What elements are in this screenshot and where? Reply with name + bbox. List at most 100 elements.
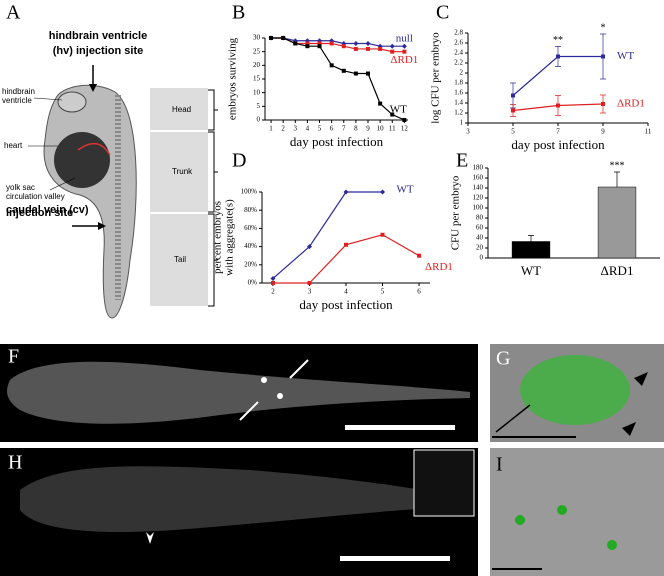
fish-h — [20, 466, 470, 533]
significance: * — [601, 22, 606, 33]
point — [270, 281, 275, 285]
significance: ** — [553, 35, 563, 46]
fish-f — [7, 361, 471, 424]
scale-bar — [492, 436, 576, 438]
y-tick-label: 100 — [473, 204, 484, 212]
point — [353, 71, 358, 76]
y-axis-label: embryos surviving — [227, 37, 239, 120]
y-tick-label: 100% — [241, 188, 258, 196]
hv-label: hindbrain — [2, 87, 35, 96]
x-tick-label: 6 — [330, 125, 334, 133]
y-tick-label: 20% — [244, 260, 257, 268]
x-tick-label: 10 — [377, 125, 385, 133]
y-tick-label: 0 — [480, 254, 484, 262]
x-tick-label: 4 — [306, 125, 310, 133]
y-tick-label: 2.4 — [454, 49, 463, 57]
x-tick-label: 8 — [354, 125, 358, 133]
arrowhead — [146, 532, 154, 544]
cv-site: caudal vein (cv) — [6, 204, 89, 216]
pointer — [49, 177, 76, 191]
x-tick-label: 6 — [417, 288, 421, 296]
series-label: WT — [617, 50, 634, 62]
y-tick-label: 40% — [244, 242, 257, 250]
y-tick-label: 2.2 — [454, 59, 463, 67]
point — [380, 189, 386, 195]
yolk-label: yolk sac — [6, 183, 35, 192]
x-axis-label: day post infection — [299, 297, 393, 312]
point — [317, 41, 322, 46]
series-label: WT — [397, 184, 414, 196]
x-tick-label: 11 — [389, 125, 396, 133]
x-tick-label: 5 — [511, 128, 515, 136]
point — [556, 54, 560, 59]
point — [402, 49, 407, 54]
green-blob — [520, 355, 630, 425]
inset — [413, 449, 475, 517]
y-axis-label: CFU per embryo — [450, 175, 462, 250]
point — [378, 101, 383, 106]
brace — [208, 131, 218, 213]
point — [293, 41, 298, 46]
x-tick-label: ΔRD1 — [601, 263, 634, 278]
y-tick-label: 30 — [253, 34, 261, 42]
bar — [511, 241, 551, 259]
head-band — [150, 88, 208, 130]
point — [305, 44, 310, 49]
y-tick-label: 1.2 — [454, 109, 463, 117]
point — [390, 112, 395, 117]
point — [390, 49, 395, 54]
y-tick-label: 25 — [253, 47, 261, 55]
series-label: ΔRD1 — [390, 54, 418, 66]
point — [366, 46, 371, 51]
embryo-body — [43, 84, 137, 319]
x-tick-label: 3 — [294, 125, 298, 133]
x-axis-label: day post infection — [290, 134, 384, 149]
y-axis-label: log CFU per embryo — [430, 32, 442, 124]
pointer — [33, 97, 63, 101]
y-tick-label: 180 — [473, 164, 484, 172]
x-tick-label: 11 — [645, 128, 652, 136]
error-bar — [528, 235, 534, 242]
point — [511, 108, 515, 113]
point — [365, 40, 371, 46]
y-tick-label: 2 — [460, 69, 464, 77]
diagram-a: hindbrain ventricle (hv) injection site … — [2, 30, 218, 319]
point — [380, 232, 385, 237]
point — [307, 281, 312, 285]
hv-site: hindbrain ventricle — [49, 30, 147, 42]
y-tick-label: 5 — [257, 102, 261, 110]
point — [305, 41, 310, 46]
point — [389, 43, 395, 49]
y-tick-label: 10 — [253, 88, 261, 96]
y-tick-label: 20 — [476, 244, 484, 252]
y-axis-label: percent embryos — [212, 201, 224, 274]
arrowhead — [622, 422, 636, 436]
y-tick-label: 80% — [244, 206, 257, 214]
point — [329, 63, 334, 68]
x-tick-label: 5 — [381, 288, 385, 296]
y-tick-label: 0 — [257, 116, 261, 124]
series-line — [272, 191, 383, 279]
x-tick-label: WT — [521, 263, 541, 278]
scale-bar — [345, 425, 455, 430]
brace — [208, 213, 218, 307]
y-tick-label: 1.6 — [454, 89, 463, 97]
panel-label: B — [232, 2, 245, 24]
cv-site: injection site — [6, 207, 73, 219]
micrographs — [0, 344, 664, 576]
region: Tail — [174, 255, 186, 264]
series-line — [271, 37, 405, 121]
point — [601, 54, 605, 59]
point — [341, 44, 346, 49]
point — [366, 71, 371, 76]
panel-label: F — [8, 346, 19, 368]
series-label: ΔRD1 — [425, 261, 453, 273]
yolk — [54, 132, 110, 188]
x-tick-label: 9 — [601, 128, 605, 136]
point — [343, 189, 349, 195]
point — [306, 244, 312, 250]
x-tick-label: 5 — [318, 125, 322, 133]
y-tick-label: 140 — [473, 184, 484, 192]
y-tick-label: 2.6 — [454, 39, 463, 47]
circulation — [77, 142, 111, 156]
